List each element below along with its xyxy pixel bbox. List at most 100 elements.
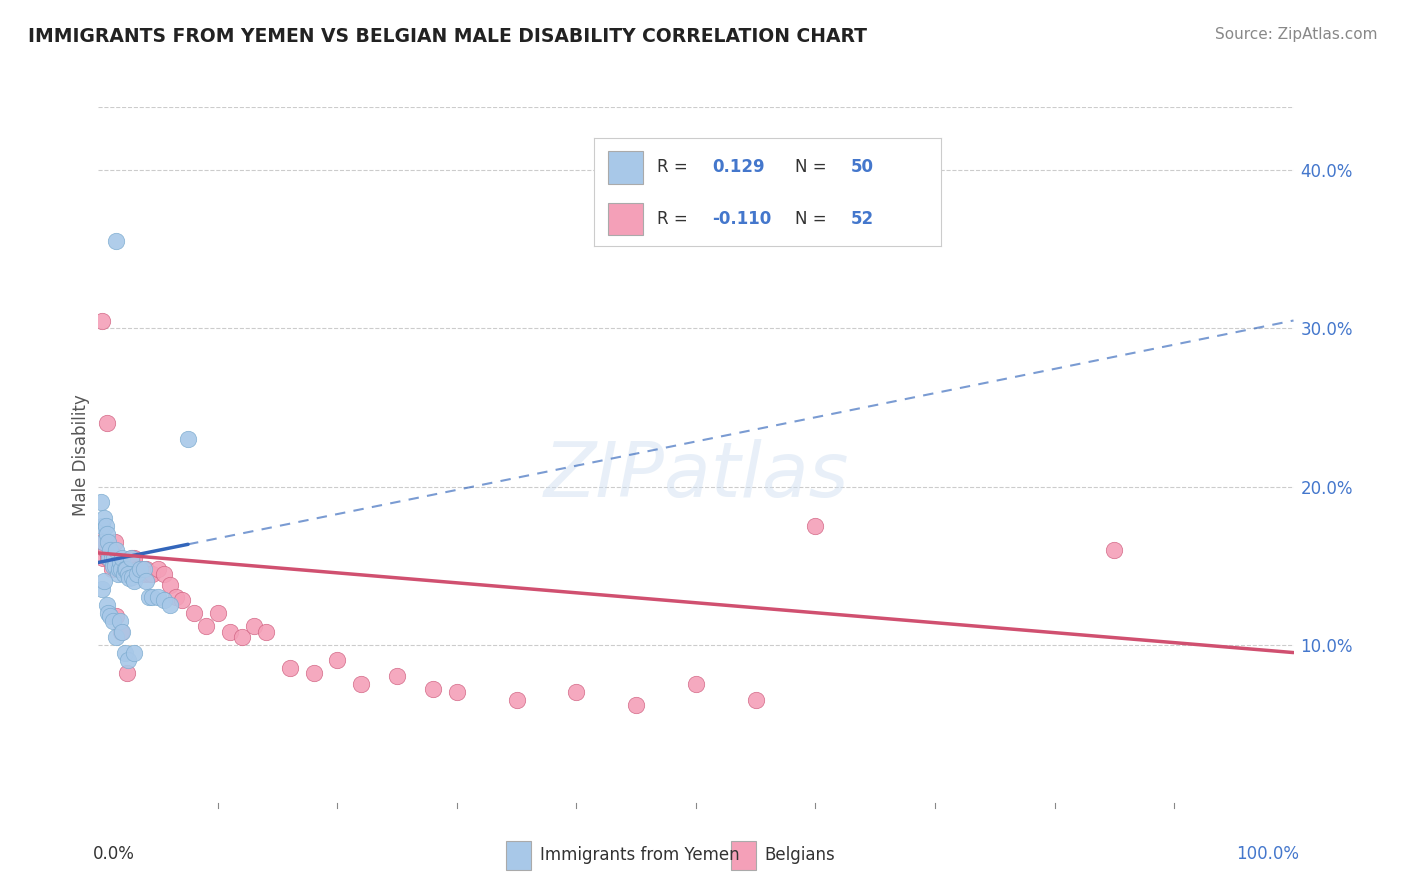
- Point: [685, 677, 707, 691]
- Point: [125, 562, 148, 576]
- Point: [100, 550, 122, 565]
- Point: [115, 666, 138, 681]
- Y-axis label: Male Disability: Male Disability: [72, 394, 90, 516]
- Point: [121, 550, 143, 565]
- Point: [159, 598, 181, 612]
- Point: [101, 558, 124, 573]
- Point: [115, 562, 138, 576]
- Text: R =: R =: [657, 211, 693, 228]
- Point: [148, 562, 170, 576]
- Point: [94, 542, 117, 557]
- Point: [219, 625, 242, 640]
- Point: [138, 566, 160, 581]
- Point: [110, 625, 132, 640]
- Point: [135, 562, 157, 576]
- Point: [118, 571, 141, 585]
- Point: [98, 550, 122, 565]
- Point: [141, 591, 163, 605]
- Point: [107, 566, 129, 581]
- Point: [302, 666, 325, 681]
- Point: [101, 558, 124, 573]
- FancyBboxPatch shape: [609, 203, 643, 235]
- Point: [105, 609, 128, 624]
- Point: [172, 593, 194, 607]
- Point: [129, 562, 152, 576]
- Point: [124, 646, 146, 660]
- Point: [107, 562, 129, 576]
- Point: [117, 562, 139, 576]
- Point: [105, 235, 128, 249]
- Point: [207, 606, 229, 620]
- Point: [243, 618, 266, 632]
- Point: [626, 698, 648, 712]
- Point: [111, 550, 134, 565]
- Point: [104, 558, 127, 573]
- Text: N =: N =: [796, 159, 832, 177]
- Point: [135, 574, 157, 589]
- Point: [103, 550, 125, 565]
- Point: [153, 566, 176, 581]
- Text: Source: ZipAtlas.com: Source: ZipAtlas.com: [1215, 27, 1378, 42]
- Point: [125, 566, 148, 581]
- Point: [124, 550, 146, 565]
- Point: [117, 653, 139, 667]
- Point: [114, 562, 136, 576]
- Point: [98, 550, 121, 565]
- Point: [350, 677, 373, 691]
- Point: [132, 562, 155, 576]
- Point: [148, 591, 170, 605]
- Point: [153, 593, 176, 607]
- Point: [138, 591, 160, 605]
- Point: [98, 609, 122, 624]
- Point: [93, 574, 115, 589]
- Point: [97, 550, 120, 565]
- Point: [326, 653, 349, 667]
- Point: [98, 542, 122, 557]
- Point: [114, 646, 136, 660]
- Point: [124, 574, 146, 589]
- Point: [804, 519, 827, 533]
- Text: 0.0%: 0.0%: [93, 845, 135, 863]
- Point: [446, 685, 468, 699]
- Text: 100.0%: 100.0%: [1236, 845, 1299, 863]
- Text: Belgians: Belgians: [765, 847, 835, 864]
- Point: [91, 519, 114, 533]
- Point: [105, 630, 128, 644]
- Text: 50: 50: [851, 159, 875, 177]
- Point: [108, 556, 131, 570]
- Point: [91, 550, 114, 565]
- Text: R =: R =: [657, 159, 693, 177]
- Point: [745, 693, 768, 707]
- Point: [132, 566, 155, 581]
- Text: IMMIGRANTS FROM YEMEN VS BELGIAN MALE DISABILITY CORRELATION CHART: IMMIGRANTS FROM YEMEN VS BELGIAN MALE DI…: [28, 27, 868, 45]
- Text: -0.110: -0.110: [713, 211, 772, 228]
- Point: [506, 693, 529, 707]
- Point: [105, 542, 128, 557]
- FancyBboxPatch shape: [609, 152, 643, 184]
- Point: [278, 661, 301, 675]
- Point: [91, 534, 114, 549]
- Point: [114, 562, 136, 576]
- Point: [93, 511, 115, 525]
- Point: [100, 562, 122, 576]
- Point: [254, 625, 277, 640]
- Point: [90, 495, 112, 509]
- Point: [96, 417, 118, 431]
- Point: [177, 432, 200, 446]
- Text: 0.129: 0.129: [713, 159, 765, 177]
- Point: [129, 562, 152, 576]
- Text: Immigrants from Yemen: Immigrants from Yemen: [540, 847, 740, 864]
- Point: [101, 614, 124, 628]
- Point: [120, 550, 142, 565]
- Point: [385, 669, 409, 683]
- Point: [104, 534, 127, 549]
- Point: [183, 606, 205, 620]
- Point: [90, 534, 112, 549]
- Point: [97, 606, 120, 620]
- Point: [97, 534, 120, 549]
- Point: [141, 566, 163, 581]
- Point: [165, 591, 187, 605]
- Text: 52: 52: [851, 211, 875, 228]
- Point: [1102, 542, 1125, 557]
- Point: [91, 582, 114, 597]
